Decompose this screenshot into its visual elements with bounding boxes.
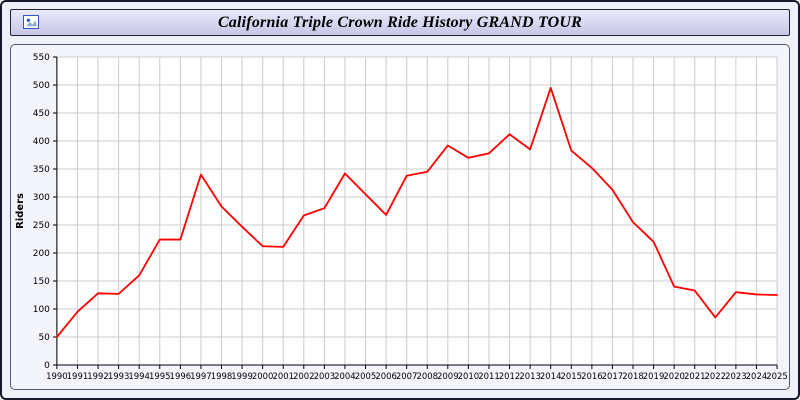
svg-text:1993: 1993 (108, 371, 130, 381)
svg-text:150: 150 (33, 277, 50, 287)
svg-text:2017: 2017 (602, 371, 624, 381)
image-icon-glyph (25, 18, 37, 27)
plot-area (56, 56, 778, 366)
svg-text:500: 500 (33, 81, 50, 91)
title-bar: California Triple Crown Ride History GRA… (10, 9, 790, 36)
svg-text:250: 250 (33, 221, 50, 231)
svg-text:2001: 2001 (272, 371, 294, 381)
data-line-riders (55, 86, 778, 338)
svg-text:2000: 2000 (252, 371, 274, 381)
svg-text:550: 550 (33, 53, 50, 63)
svg-text:2012: 2012 (499, 371, 521, 381)
x-tick-labels: 1990 1991 1992 1993 1994 1995 1996 1997 1998 1999… (46, 365, 788, 381)
svg-text:200: 200 (33, 249, 50, 259)
svg-text:300: 300 (33, 193, 50, 203)
svg-text:2021: 2021 (684, 371, 706, 381)
svg-text:50: 50 (38, 333, 50, 343)
svg-text:2002: 2002 (293, 371, 315, 381)
svg-text:1990: 1990 (46, 371, 68, 381)
svg-text:1991: 1991 (67, 371, 89, 381)
svg-text:2022: 2022 (705, 371, 727, 381)
svg-text:1998: 1998 (211, 371, 233, 381)
svg-text:2025: 2025 (766, 371, 788, 381)
image-icon (23, 15, 39, 29)
svg-text:1999: 1999 (231, 371, 253, 381)
svg-text:400: 400 (33, 137, 50, 147)
svg-text:2024: 2024 (746, 371, 768, 381)
svg-text:2011: 2011 (478, 371, 500, 381)
y-axis-label: Riders (15, 193, 26, 229)
svg-text:2016: 2016 (581, 371, 603, 381)
svg-text:100: 100 (33, 305, 50, 315)
svg-text:0: 0 (44, 361, 50, 371)
svg-text:1994: 1994 (128, 371, 150, 381)
svg-text:1997: 1997 (190, 371, 212, 381)
svg-text:2006: 2006 (375, 371, 397, 381)
svg-text:1992: 1992 (87, 371, 109, 381)
page-title: California Triple Crown Ride History GRA… (217, 13, 583, 31)
svg-text:2010: 2010 (458, 371, 480, 381)
svg-text:2004: 2004 (334, 371, 356, 381)
svg-text:2003: 2003 (314, 371, 336, 381)
svg-text:2023: 2023 (725, 371, 747, 381)
y-tick-labels: 0 50 100 150 200 250 300 350 400 450 500 550 (33, 53, 57, 371)
svg-text:2019: 2019 (643, 371, 665, 381)
svg-text:2007: 2007 (396, 371, 418, 381)
svg-text:450: 450 (33, 109, 50, 119)
svg-text:1995: 1995 (149, 371, 171, 381)
svg-text:2018: 2018 (622, 371, 644, 381)
svg-text:2005: 2005 (355, 371, 377, 381)
svg-text:2009: 2009 (437, 371, 459, 381)
svg-text:2008: 2008 (416, 371, 438, 381)
svg-text:350: 350 (33, 165, 50, 175)
svg-text:2014: 2014 (540, 371, 562, 381)
chart-panel: 0 50 100 150 200 250 300 350 400 450 500 550 1990 199… (10, 44, 790, 390)
svg-text:1996: 1996 (170, 371, 192, 381)
svg-text:2020: 2020 (663, 371, 685, 381)
svg-text:2015: 2015 (561, 371, 583, 381)
svg-text:2013: 2013 (519, 371, 541, 381)
